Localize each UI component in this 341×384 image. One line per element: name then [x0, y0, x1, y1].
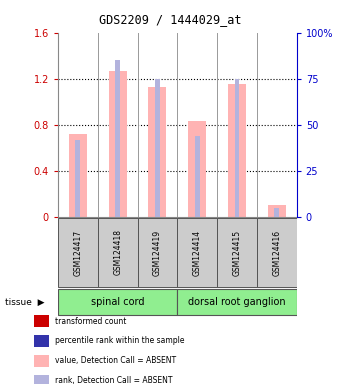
Text: GSM124414: GSM124414 [193, 229, 202, 276]
Bar [275, 208, 279, 217]
Text: GSM124418: GSM124418 [113, 230, 122, 275]
Text: tissue  ▶: tissue ▶ [5, 298, 45, 307]
Bar [177, 290, 297, 315]
Bar [188, 121, 206, 217]
Text: GSM124417: GSM124417 [73, 229, 83, 276]
Bar [58, 290, 177, 315]
Text: spinal cord: spinal cord [91, 297, 144, 308]
Bar [137, 218, 177, 286]
Text: rank, Detection Call = ABSENT: rank, Detection Call = ABSENT [55, 376, 172, 384]
Bar [148, 87, 166, 217]
Text: GSM124415: GSM124415 [233, 229, 241, 276]
Text: value, Detection Call = ABSENT: value, Detection Call = ABSENT [55, 356, 176, 366]
Text: GDS2209 / 1444029_at: GDS2209 / 1444029_at [99, 13, 242, 26]
Bar [98, 218, 137, 286]
Bar [268, 205, 286, 217]
Bar [75, 139, 80, 217]
Bar [228, 84, 246, 217]
Bar [58, 218, 98, 286]
Text: transformed count: transformed count [55, 316, 126, 326]
Bar [235, 79, 239, 217]
Bar [217, 218, 257, 286]
Bar [177, 218, 217, 286]
Text: GSM124416: GSM124416 [272, 229, 281, 276]
Bar [109, 71, 127, 217]
Bar [257, 218, 297, 286]
Bar [155, 79, 160, 217]
Bar [69, 134, 87, 217]
Text: GSM124419: GSM124419 [153, 229, 162, 276]
Bar [195, 136, 199, 217]
Text: dorsal root ganglion: dorsal root ganglion [188, 297, 286, 308]
Bar [115, 60, 120, 217]
Text: percentile rank within the sample: percentile rank within the sample [55, 336, 184, 346]
